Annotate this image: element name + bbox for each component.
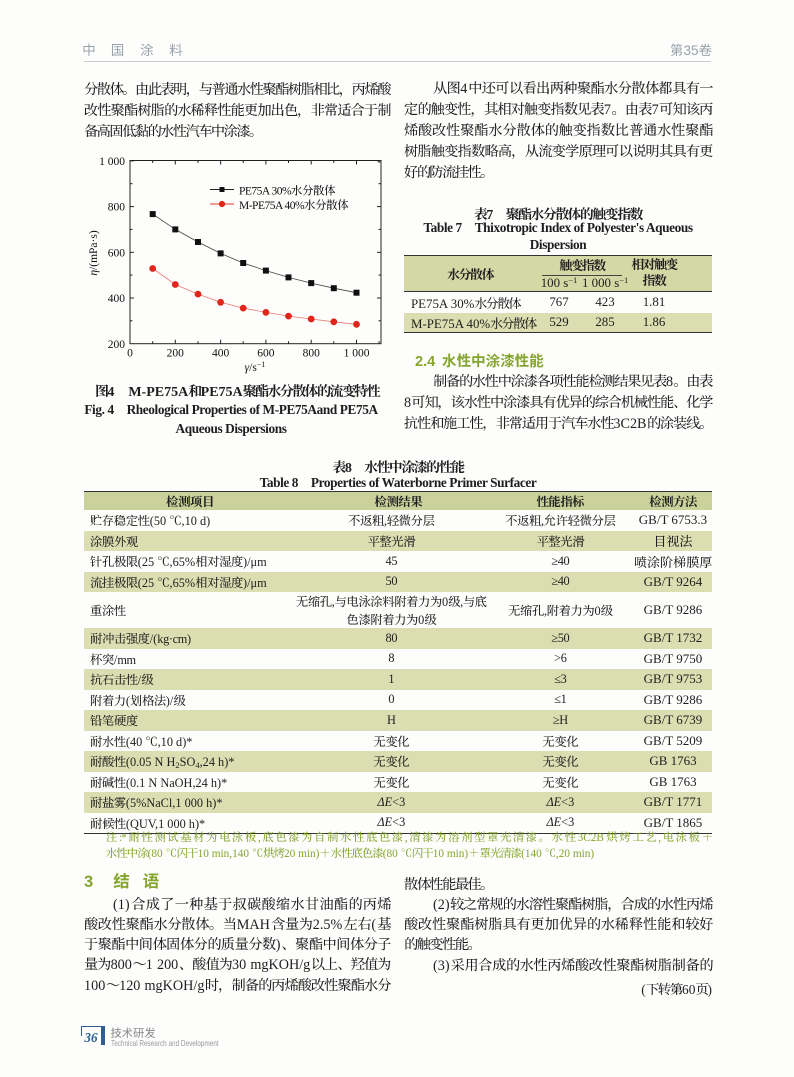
svg-text:800: 800: [108, 202, 126, 214]
svg-text:200: 200: [167, 348, 185, 360]
svg-text:γ/s−1: γ/s−1: [245, 360, 266, 375]
svg-text:600: 600: [257, 348, 275, 360]
svg-text:PE75A 30%水分散体: PE75A 30%水分散体: [239, 185, 336, 198]
svg-text:1 000: 1 000: [344, 348, 370, 360]
svg-text:400: 400: [108, 293, 126, 305]
svg-text:η/(mPa·s): η/(mPa·s): [88, 230, 100, 275]
svg-text:800: 800: [303, 348, 321, 360]
svg-text:200: 200: [108, 339, 126, 351]
svg-text:0: 0: [127, 348, 133, 360]
svg-text:600: 600: [108, 247, 126, 259]
svg-text:1 000: 1 000: [99, 156, 125, 168]
svg-text:400: 400: [212, 348, 230, 360]
svg-text:M-PE75A 40%水分散体: M-PE75A 40%水分散体: [239, 199, 349, 212]
